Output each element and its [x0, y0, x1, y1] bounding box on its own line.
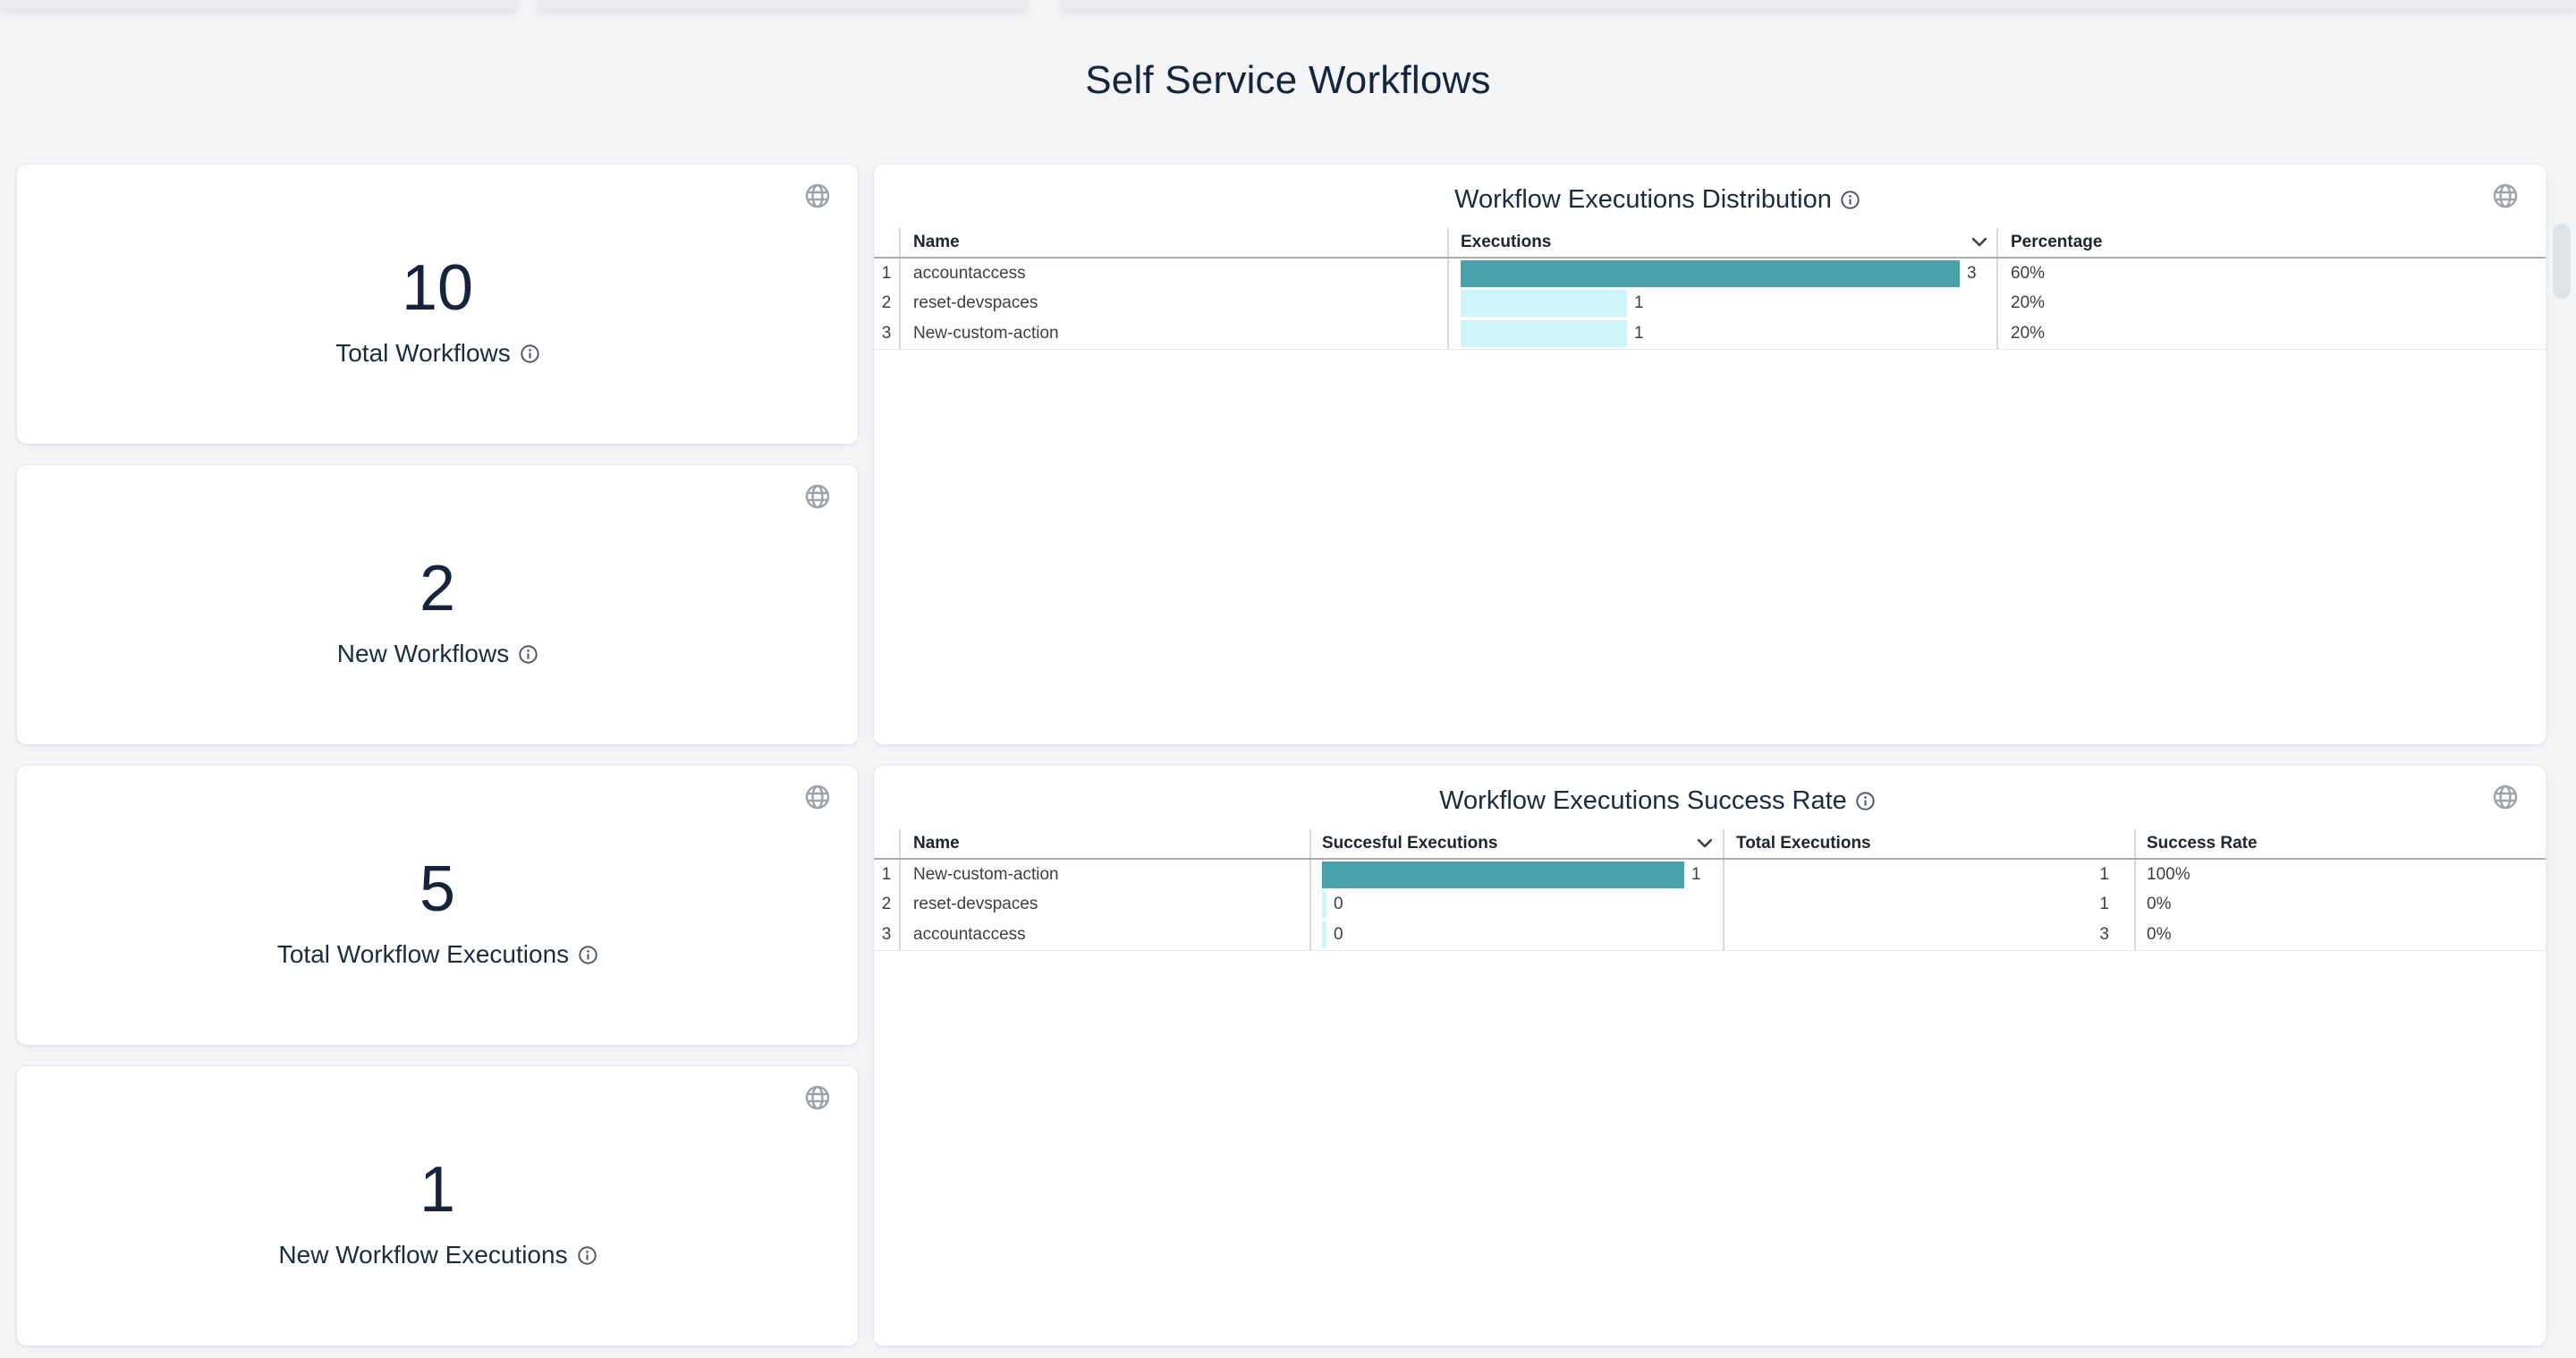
info-icon[interactable]	[579, 945, 597, 964]
chevron-down-icon[interactable]	[1698, 839, 1712, 848]
column-divider	[1447, 228, 1449, 349]
globe-icon[interactable]	[805, 484, 830, 509]
successful-executions-value: 0	[1334, 924, 1343, 944]
workflow-name: New-custom-action	[913, 323, 1059, 343]
page-scrollbar-thumb[interactable]	[2553, 224, 2571, 299]
page-title: Self Service Workflows	[1085, 58, 1491, 103]
percentage-value: 60%	[2011, 263, 2046, 283]
percentage-value: 20%	[2011, 323, 2046, 343]
workflow-name: New-custom-action	[913, 864, 1059, 884]
globe-icon[interactable]	[805, 785, 830, 810]
successful-executions-bar-cell: 1	[1322, 860, 1701, 890]
card-title: Workflow Executions Success Rate	[1439, 785, 1847, 815]
successful-executions-value: 0	[1334, 895, 1343, 914]
stat-card-new-workflows: 2 New Workflows	[17, 465, 858, 744]
successful-executions-bar-cell: 0	[1322, 890, 1343, 921]
row-index: 2	[881, 293, 892, 313]
card-title: Workflow Executions Distribution	[1454, 184, 1832, 214]
column-divider	[1723, 829, 1724, 950]
executions-value: 3	[1967, 263, 1977, 283]
executions-bar-cell: 1	[1461, 289, 1644, 319]
workflow-name: reset-devspaces	[913, 895, 1038, 914]
success-rate-value: 0%	[2147, 924, 2172, 944]
column-divider	[2134, 829, 2136, 950]
row-index: 3	[881, 323, 892, 343]
executions-bar	[1461, 290, 1627, 318]
table-row: 1 New-custom-action 1 1 100%	[874, 860, 2546, 890]
table-row: 3 New-custom-action 1 20%	[874, 318, 2546, 349]
card-workflow-executions-success-rate: Workflow Executions Success Rate Name Su…	[874, 766, 2546, 1345]
stat-label: Total Workflow Executions	[276, 940, 570, 968]
column-header-percentage[interactable]: Percentage	[2011, 233, 2103, 251]
stat-value: 2	[419, 553, 456, 624]
info-icon[interactable]	[521, 344, 539, 363]
successful-executions-bar	[1322, 891, 1326, 919]
globe-icon[interactable]	[805, 1085, 830, 1110]
globe-icon[interactable]	[805, 183, 830, 208]
stat-card-new-workflow-executions: 1 New Workflow Executions	[17, 1066, 858, 1345]
column-divider	[899, 228, 901, 349]
column-divider	[899, 829, 901, 950]
column-header-success-rate[interactable]: Success Rate	[2147, 834, 2258, 853]
partial-card-top-right	[1060, 0, 2576, 9]
percentage-value: 20%	[2011, 293, 2046, 313]
stat-label: New Workflows	[336, 640, 510, 667]
table-row: 2 reset-devspaces 0 1 0%	[874, 890, 2546, 921]
column-header-name[interactable]: Name	[913, 834, 960, 853]
successful-executions-bar-cell: 0	[1322, 920, 1343, 950]
row-index: 2	[881, 895, 892, 914]
total-executions-value: 1	[2099, 864, 2109, 884]
row-index: 1	[881, 263, 892, 283]
column-divider	[1996, 228, 1998, 349]
table-header-row: Name Succesful Executions Total Executio…	[874, 829, 2546, 860]
column-header-name[interactable]: Name	[913, 233, 960, 251]
globe-icon[interactable]	[2493, 785, 2518, 810]
successful-executions-bar	[1322, 921, 1326, 948]
partial-card-top-middle	[537, 0, 1029, 9]
info-icon[interactable]	[577, 1245, 597, 1265]
executions-bar	[1461, 319, 1627, 347]
table-row: 2 reset-devspaces 1 20%	[874, 289, 2546, 319]
total-executions-value: 3	[2099, 924, 2109, 944]
table-row: 3 accountaccess 0 3 0%	[874, 920, 2546, 950]
info-icon[interactable]	[1856, 791, 1875, 811]
successful-executions-bar	[1322, 861, 1684, 888]
info-icon[interactable]	[1841, 190, 1860, 209]
workflow-name: accountaccess	[913, 263, 1026, 283]
workflow-name: accountaccess	[913, 924, 1026, 944]
successful-executions-value: 1	[1691, 864, 1701, 884]
column-header-executions[interactable]: Executions	[1461, 233, 1552, 251]
stat-card-total-workflow-executions: 5 Total Workflow Executions	[17, 766, 858, 1045]
stat-label: New Workflow Executions	[278, 1241, 568, 1269]
executions-value: 1	[1634, 323, 1644, 343]
row-index: 3	[881, 924, 892, 944]
workflow-name: reset-devspaces	[913, 293, 1038, 313]
total-executions-value: 1	[2099, 895, 2109, 914]
table-header-row: Name Executions Percentage	[874, 228, 2546, 259]
executions-bar-cell: 1	[1461, 318, 1644, 349]
stat-card-total-workflows: 10 Total Workflows	[17, 165, 858, 444]
table-row: 1 accountaccess 3 60%	[874, 259, 2546, 289]
stat-value: 10	[401, 252, 474, 324]
column-header-succesful-executions[interactable]: Succesful Executions	[1322, 834, 1498, 853]
executions-bar	[1461, 259, 1960, 287]
stat-label: Total Workflows	[335, 339, 511, 367]
row-index: 1	[881, 864, 892, 884]
partial-card-top-left	[0, 0, 519, 9]
chevron-down-icon[interactable]	[1972, 238, 1987, 247]
success-rate-value: 100%	[2147, 864, 2190, 884]
executions-value: 1	[1634, 293, 1644, 313]
success-rate-value: 0%	[2147, 895, 2172, 914]
stat-value: 5	[419, 853, 456, 925]
column-header-total-executions[interactable]: Total Executions	[1736, 834, 1871, 853]
globe-icon[interactable]	[2493, 183, 2518, 208]
executions-distribution-table: Name Executions Percentage 1 accountacce…	[874, 228, 2546, 350]
executions-bar-cell: 3	[1461, 259, 1977, 289]
info-icon[interactable]	[519, 644, 538, 664]
stat-value: 1	[419, 1154, 456, 1226]
column-divider	[1309, 829, 1311, 950]
card-workflow-executions-distribution: Workflow Executions Distribution Name Ex…	[874, 165, 2546, 744]
success-rate-table: Name Succesful Executions Total Executio…	[874, 829, 2546, 951]
